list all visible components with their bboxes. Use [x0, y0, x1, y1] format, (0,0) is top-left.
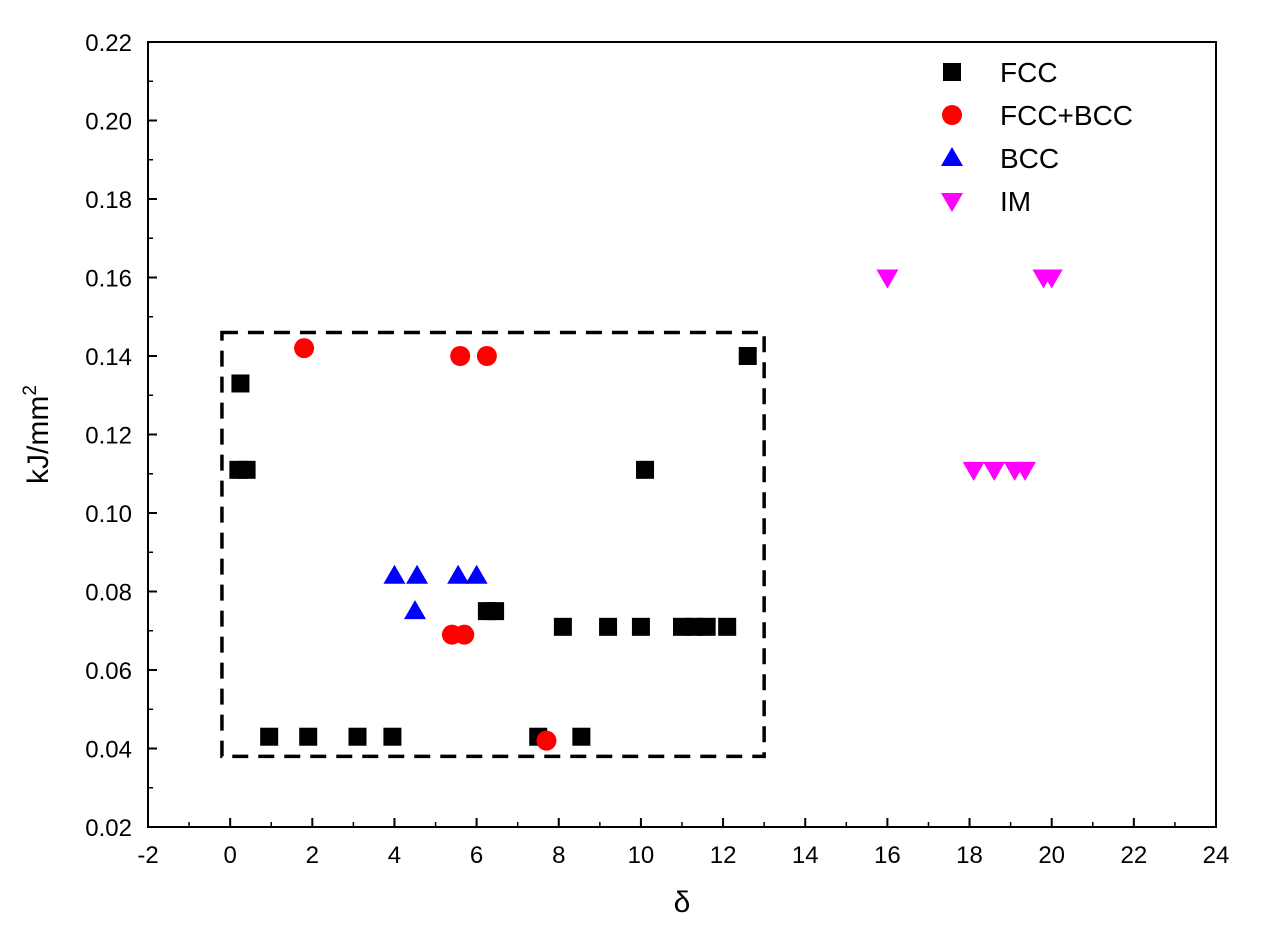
y-tick-label: 0.08: [85, 580, 132, 607]
data-point: [876, 269, 899, 289]
data-point: [572, 727, 591, 746]
data-point: [738, 347, 757, 365]
data-point: [231, 374, 250, 393]
data-point: [447, 564, 470, 584]
x-tick-label: 24: [1203, 842, 1230, 869]
data-point: [553, 617, 572, 636]
y-tick-label: 0.16: [85, 266, 132, 293]
x-tick-label: 16: [874, 842, 901, 869]
legend: FCC FCC+BCC BCC IM: [941, 57, 1133, 217]
data-point: [383, 727, 402, 746]
data-point: [1013, 461, 1036, 481]
series-im: [876, 269, 1063, 481]
data-point: [1040, 269, 1063, 289]
data-point: [631, 617, 650, 636]
y-tick-label: 0.06: [85, 658, 132, 685]
x-tick-label: 22: [1120, 842, 1147, 869]
y-axis-label-text: kJ/mm: [22, 396, 55, 484]
data-point: [450, 346, 471, 366]
data-point: [962, 461, 985, 481]
data-point: [983, 461, 1006, 481]
x-tick-label: 10: [628, 842, 655, 869]
y-axis-label: kJ/mm2: [20, 385, 55, 484]
y-tick-label: 0.18: [85, 187, 132, 214]
legend-label: FCC: [1000, 57, 1058, 88]
data-point: [636, 460, 655, 479]
y-tick-label: 0.22: [85, 30, 132, 57]
data-points: [229, 269, 1063, 751]
y-tick-label: 0.04: [85, 737, 132, 764]
data-point: [260, 727, 279, 746]
legend-marker: [941, 147, 963, 166]
x-tick-label: 14: [792, 842, 819, 869]
data-point: [465, 564, 488, 584]
data-point: [348, 727, 367, 746]
legend-marker: [941, 193, 963, 212]
ticks: -2 0 2 4 6 8 10 12 14 16 18 20 22 240.020.040.060.080…: [85, 30, 1229, 869]
data-point: [476, 346, 497, 366]
legend-label: BCC: [1000, 143, 1059, 174]
y-tick-label: 0.02: [85, 815, 132, 842]
x-tick-label: -2: [137, 842, 158, 869]
data-point: [237, 460, 256, 479]
legend-marker: [942, 105, 962, 125]
y-tick-label: 0.10: [85, 501, 132, 528]
y-tick-label: 0.20: [85, 109, 132, 136]
x-tick-label: 20: [1038, 842, 1065, 869]
data-point: [536, 730, 557, 751]
data-point: [294, 338, 315, 359]
data-point: [406, 564, 429, 584]
series-fcc-bcc: [294, 338, 557, 751]
data-point: [486, 602, 505, 621]
x-tick-label: 18: [956, 842, 983, 869]
legend-label: FCC+BCC: [1000, 100, 1133, 131]
x-axis-label: δ: [674, 886, 691, 919]
data-point: [718, 617, 737, 636]
x-tick-label: 8: [552, 842, 565, 869]
y-axis-label-superscript: 2: [20, 385, 41, 396]
x-tick-label: 0: [223, 842, 236, 869]
data-point: [404, 600, 426, 620]
series-bcc: [383, 564, 488, 620]
x-tick-label: 12: [710, 842, 737, 869]
series-fcc: [229, 347, 757, 746]
data-point: [599, 617, 618, 636]
y-tick-label: 0.14: [85, 344, 132, 371]
x-tick-label: 2: [306, 842, 319, 869]
data-point: [454, 624, 475, 645]
data-point: [697, 617, 716, 636]
data-point: [299, 727, 318, 746]
y-tick-label: 0.12: [85, 423, 132, 450]
legend-marker: [943, 63, 961, 81]
region-layer: [220, 330, 766, 759]
legend-label: IM: [1000, 186, 1031, 217]
data-point: [383, 564, 406, 584]
x-tick-label: 6: [470, 842, 483, 869]
dashed-region-box: [220, 330, 766, 759]
x-tick-label: 4: [388, 842, 401, 869]
